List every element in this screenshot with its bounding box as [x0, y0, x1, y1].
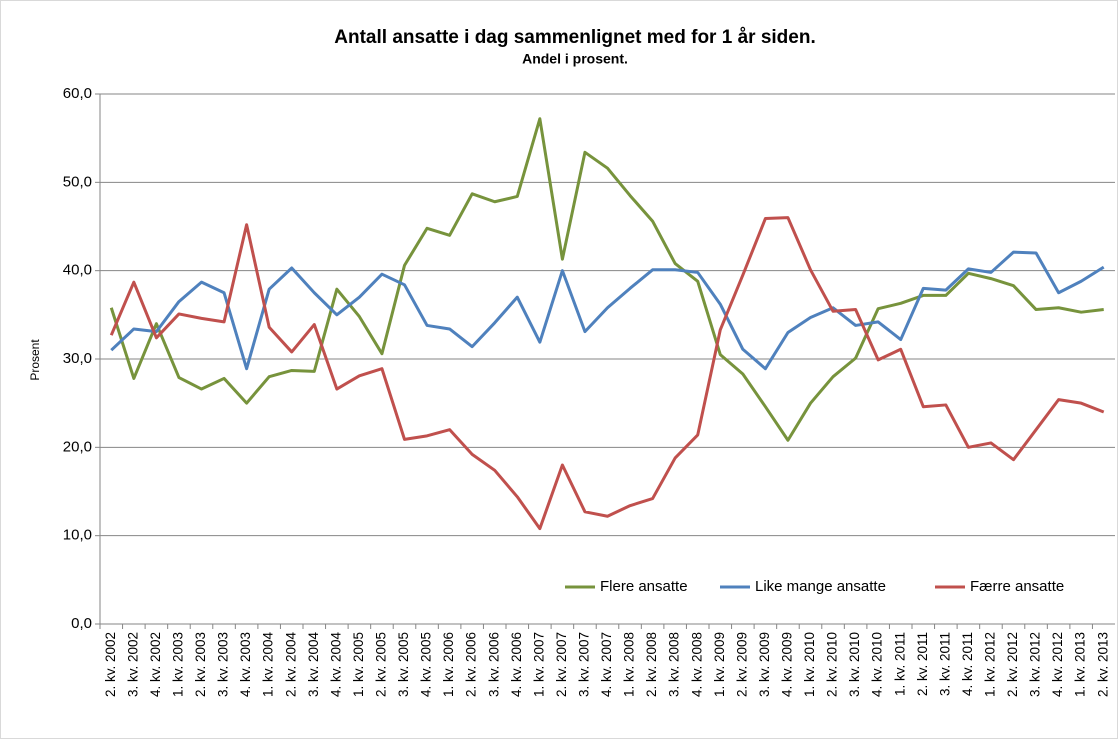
x-tick-label: 3. kv. 2004 [306, 632, 321, 698]
x-tick-label: 3. kv. 2009 [757, 632, 772, 697]
y-tick-label: 30,0 [63, 350, 92, 367]
x-tick-label: 2. kv. 2011 [915, 632, 930, 696]
x-tick-label: 3. kv. 2006 [486, 632, 501, 697]
chart-title: Antall ansatte i dag sammenlignet med fo… [334, 27, 815, 48]
x-tick-label: 1. kv. 2011 [892, 632, 907, 696]
x-tick-label: 1. kv. 2007 [531, 632, 546, 697]
chart-subtitle: Andel i prosent. [522, 51, 628, 67]
x-tick-label: 1. kv. 2012 [983, 632, 998, 697]
x-tick-label: 4. kv. 2011 [960, 632, 975, 696]
y-tick-label: 10,0 [63, 527, 92, 544]
x-tick-label: 3. kv. 2011 [937, 632, 952, 696]
x-tick-label: 2. kv. 2005 [374, 632, 389, 697]
x-tick-label: 3. kv. 2002 [125, 632, 140, 697]
x-tick-label: 3. kv. 2005 [396, 632, 411, 697]
x-tick-label: 2. kv. 2012 [1005, 632, 1020, 697]
x-tick-label: 1. kv. 2003 [171, 632, 186, 697]
x-tick-label: 1. kv. 2006 [441, 632, 456, 697]
y-tick-label: 50,0 [63, 173, 92, 190]
x-tick-label: 2. kv. 2010 [825, 632, 840, 697]
x-tick-label: 3. kv. 2007 [577, 632, 592, 697]
x-tick-label: 1. kv. 2005 [351, 632, 366, 697]
x-tick-label: 4. kv. 2006 [509, 632, 524, 697]
line-series [109, 117, 1104, 442]
x-tick-label: 4. kv. 2012 [1050, 632, 1065, 697]
y-tick-label: 20,0 [63, 438, 92, 455]
x-tick-label: 1. kv. 2008 [622, 632, 637, 697]
x-tick-label: 4. kv. 2004 [328, 632, 343, 698]
x-tick-label: 4. kv. 2005 [419, 632, 434, 697]
y-axis-label: Prosent [28, 339, 42, 381]
legend-label: Like mange ansatte [755, 578, 886, 595]
x-tick-label: 4. kv. 2007 [599, 632, 614, 697]
y-tick-label: 0,0 [71, 615, 92, 632]
x-tick-label: 2. kv. 2008 [644, 632, 659, 697]
x-tick-label: 4. kv. 2010 [870, 632, 885, 697]
y-tick-label: 60,0 [63, 85, 92, 102]
x-tick-label: 3. kv. 2008 [667, 632, 682, 697]
x-tick-label: 3. kv. 2010 [847, 632, 862, 697]
x-tick-label: 4. kv. 2003 [238, 632, 253, 697]
x-tick-label: 4. kv. 2009 [780, 632, 795, 697]
x-tick-label: 2. kv. 2013 [1095, 632, 1110, 697]
line-series [110, 250, 1105, 371]
x-tick-label: 2. kv. 2006 [464, 632, 479, 697]
x-tick-label: 3. kv. 2003 [216, 632, 231, 697]
legend-label: Færre ansatte [970, 578, 1064, 595]
x-tick-label: 1. kv. 2010 [802, 632, 817, 697]
x-tick-label: 2. kv. 2004 [283, 632, 298, 698]
line-series [109, 216, 1105, 531]
x-tick-label: 2. kv. 2007 [554, 632, 569, 697]
x-tick-label: 2. kv. 2003 [193, 632, 208, 697]
x-tick-label: 1. kv. 2013 [1073, 632, 1088, 697]
x-tick-label: 1. kv. 2009 [712, 632, 727, 697]
y-tick-label: 40,0 [63, 262, 92, 279]
x-tick-label: 2. kv. 2002 [103, 632, 118, 697]
x-tick-label: 3. kv. 2012 [1028, 632, 1043, 697]
x-tick-label: 4. kv. 2002 [148, 632, 163, 697]
x-tick-label: 2. kv. 2009 [734, 632, 749, 697]
x-tick-label: 4. kv. 2008 [689, 632, 704, 697]
x-tick-label: 1. kv. 2004 [261, 632, 276, 698]
legend-label: Flere ansatte [600, 578, 688, 595]
